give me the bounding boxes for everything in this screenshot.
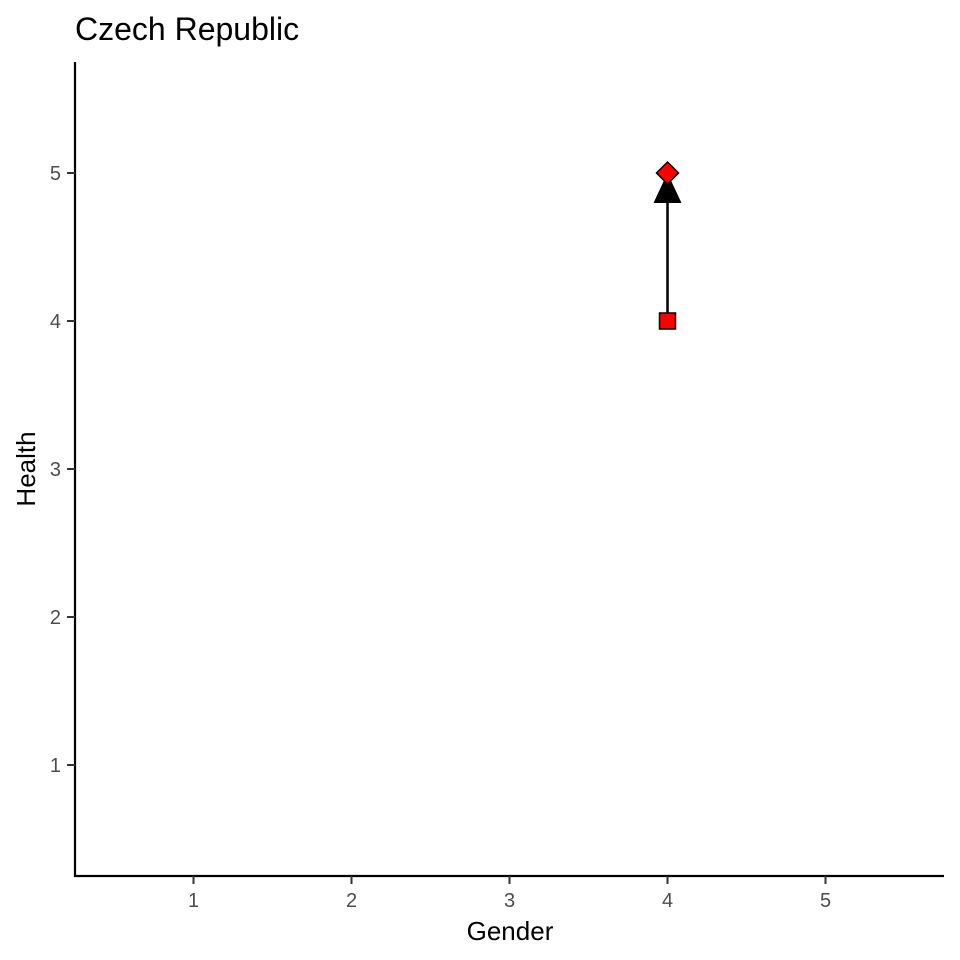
x-axis-ticks: 1 2 3 4 5 bbox=[188, 876, 831, 912]
plot-marks bbox=[653, 160, 682, 330]
x-axis-title: Gender bbox=[467, 916, 554, 946]
chart-title: Czech Republic bbox=[75, 11, 299, 47]
x-tick-label: 2 bbox=[346, 890, 357, 912]
y-tick-label: 5 bbox=[50, 163, 61, 185]
y-axis-ticks: 1 2 3 4 5 bbox=[50, 163, 75, 777]
x-tick-label: 4 bbox=[662, 890, 673, 912]
y-axis-title: Health bbox=[11, 431, 41, 506]
y-tick-label: 2 bbox=[50, 607, 61, 629]
x-tick-label: 1 bbox=[188, 890, 199, 912]
start-point-square bbox=[658, 312, 677, 330]
x-tick-label: 5 bbox=[820, 890, 831, 912]
y-tick-label: 1 bbox=[50, 755, 61, 777]
change-arrow-head bbox=[653, 173, 682, 203]
x-tick-label: 3 bbox=[504, 890, 515, 912]
end-point-diamond bbox=[655, 160, 680, 186]
y-tick-label: 4 bbox=[50, 311, 61, 333]
y-tick-label: 3 bbox=[50, 459, 61, 481]
